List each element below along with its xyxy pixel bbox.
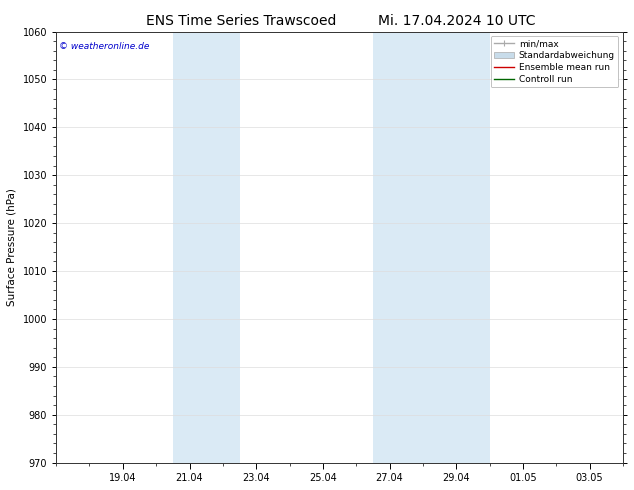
Text: ENS Time Series Trawscoed: ENS Time Series Trawscoed xyxy=(146,14,336,28)
Bar xyxy=(373,31,489,463)
Text: Mi. 17.04.2024 10 UTC: Mi. 17.04.2024 10 UTC xyxy=(378,14,535,28)
Legend: min/max, Standardabweichung, Ensemble mean run, Controll run: min/max, Standardabweichung, Ensemble me… xyxy=(491,36,618,87)
Y-axis label: Surface Pressure (hPa): Surface Pressure (hPa) xyxy=(7,188,17,306)
Text: © weatheronline.de: © weatheronline.de xyxy=(59,42,150,51)
Bar xyxy=(173,31,240,463)
